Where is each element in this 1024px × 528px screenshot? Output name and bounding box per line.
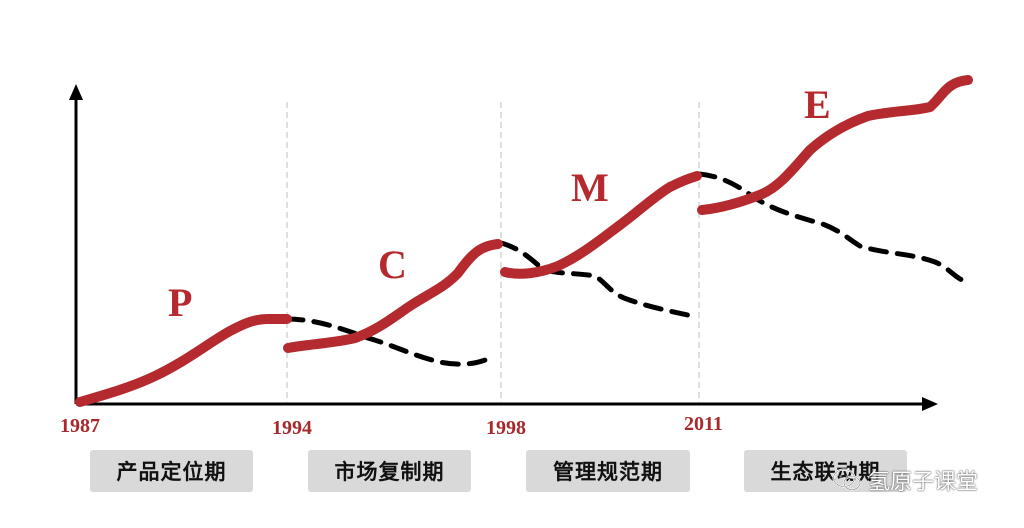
growth-curve-e: [697, 75, 973, 215]
stage-letter-m: M: [571, 165, 609, 210]
growth-curve-c: [283, 239, 503, 353]
phase-box-management-standardization: 管理规范期: [526, 450, 690, 492]
year-label-1994: 1994: [272, 417, 312, 439]
y-axis-arrow: [69, 84, 83, 100]
phase-box-market-replication: 市场复制期: [308, 450, 471, 492]
phase-box-ecosystem-linkage: 生态联动期: [744, 450, 907, 492]
x-axis-arrow: [922, 397, 938, 411]
year-label-1998: 1998: [486, 417, 526, 439]
decline-curve-p: [284, 316, 495, 367]
stage-letter-p: P: [168, 280, 192, 325]
growth-curve-m: [500, 171, 702, 279]
stage-letter-e: E: [804, 82, 831, 127]
year-label-1987: 1987: [60, 415, 100, 437]
phase-box-product-positioning: 产品定位期: [90, 450, 253, 492]
wechat-icon: [832, 468, 861, 491]
watermark-text: 氢原子课堂: [868, 470, 979, 495]
stage-letter-c: C: [378, 242, 407, 287]
decline-curve-m: [696, 171, 971, 284]
growth-curve-p: [75, 314, 292, 407]
watermark: 氢原子课堂: [832, 464, 978, 496]
decline-curve-c: [498, 240, 695, 319]
year-label-2011: 2011: [684, 413, 723, 435]
